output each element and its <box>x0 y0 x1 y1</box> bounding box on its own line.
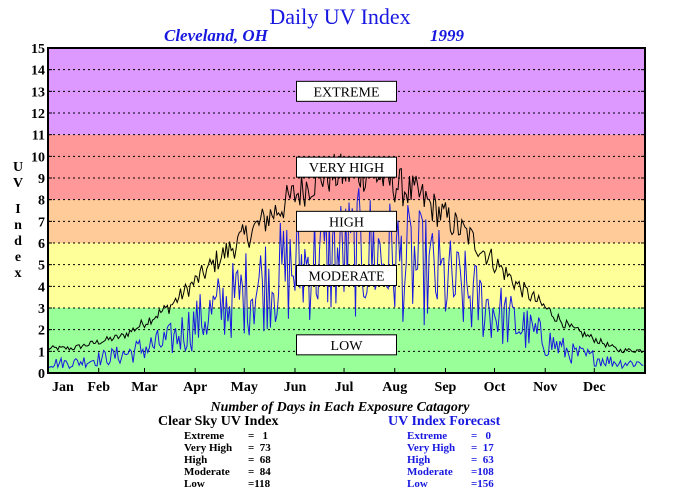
x-tick-label: Oct <box>484 380 506 395</box>
forecast-category: Low <box>407 478 428 490</box>
clear-sky-category: Extreme <box>184 430 225 442</box>
x-tick-label: Mar <box>131 380 157 395</box>
clear-sky-row: Moderate = 84 <box>184 466 296 478</box>
forecast-value: = 63 <box>471 454 494 466</box>
forecast-category: Extreme <box>407 430 448 442</box>
x-tick-label: Nov <box>533 380 557 395</box>
x-tick-label: Feb <box>87 380 110 395</box>
band-label-box <box>296 210 397 232</box>
clear-sky-value: = 1 <box>248 430 269 442</box>
x-tick-label: Sep <box>435 380 457 395</box>
y-tick-label: 12 <box>31 107 45 122</box>
band-label-box <box>296 80 397 102</box>
clear-sky-category: Moderate <box>184 466 230 478</box>
x-tick-label: Aug <box>382 380 407 395</box>
y-axis-label-letter: d <box>14 234 22 249</box>
forecast-value: =156 <box>471 478 494 490</box>
y-axis-label-letter: e <box>14 250 22 265</box>
clear-sky-category: Very High <box>184 442 233 454</box>
band-label: MODERATE <box>308 270 384 285</box>
clear-sky-value: =118 <box>248 478 271 490</box>
band-label: LOW <box>331 339 364 354</box>
band-label: HIGH <box>329 215 364 230</box>
x-tick-label: Jan <box>52 380 74 395</box>
band-label-box <box>296 265 397 286</box>
y-tick-label: 0 <box>38 367 45 382</box>
y-axis-label-letter: n <box>14 218 22 233</box>
y-tick-label: 10 <box>31 150 45 165</box>
forecast-row: Low =156 <box>407 478 519 490</box>
clear-sky-value: = 68 <box>248 454 271 466</box>
chart-title: Daily UV Index <box>269 4 411 29</box>
clear-sky-row: Low =118 <box>184 478 296 490</box>
y-tick-label: 4 <box>38 280 45 295</box>
series-line-clear-sky <box>47 153 644 354</box>
band-label: VERY HIGH <box>309 161 384 176</box>
x-tick-label: Jun <box>284 380 307 395</box>
forecast-value: = 17 <box>471 442 494 454</box>
forecast-row: Extreme = 0 <box>407 430 519 442</box>
forecast-row: Very High = 17 <box>407 442 519 454</box>
clear-sky-row: Very High = 73 <box>184 442 296 454</box>
clear-sky-summary-title: Clear Sky UV Index <box>158 414 279 429</box>
y-tick-label: 15 <box>31 42 45 57</box>
y-axis-label-letter: I <box>15 202 21 217</box>
band-label-box <box>296 334 397 356</box>
clear-sky-value: = 73 <box>248 442 271 454</box>
summary-heading: Number of Days in Each Exposure Catagory <box>210 400 470 415</box>
y-axis-label-letter: V <box>12 176 24 191</box>
plot-frame <box>47 47 646 374</box>
clear-sky-category: High <box>184 454 208 466</box>
chart-subtitle-location: Cleveland, OH <box>164 26 268 45</box>
x-tick-label: Dec <box>583 380 606 395</box>
y-tick-label: 6 <box>38 237 45 252</box>
band-label: EXTREME <box>313 85 379 100</box>
y-tick-label: 5 <box>38 259 45 274</box>
y-tick-label: 8 <box>38 194 45 209</box>
forecast-value: =108 <box>471 466 494 478</box>
band-label-box <box>296 156 397 178</box>
forecast-category: High <box>407 454 431 466</box>
clear-sky-row: Extreme = 1 <box>184 430 296 442</box>
chart-subtitle-year: 1999 <box>430 26 464 45</box>
forecast-row: High = 63 <box>407 454 519 466</box>
x-tick-label: May <box>231 380 258 395</box>
forecast-value: = 0 <box>471 430 492 442</box>
forecast-category: Very High <box>407 442 456 454</box>
x-tick-label: Jul <box>335 380 354 395</box>
forecast-row: Moderate =108 <box>407 466 519 478</box>
y-tick-label: 2 <box>38 324 45 339</box>
y-axis-label-letter: x <box>14 266 22 281</box>
forecast-category: Moderate <box>407 466 453 478</box>
y-axis-label-letter: U <box>12 160 24 175</box>
series-line-forecast <box>47 188 644 370</box>
y-tick-label: 9 <box>38 172 45 187</box>
clear-sky-value: = 84 <box>248 466 271 478</box>
x-tick-label: Apr <box>183 380 207 395</box>
clear-sky-category: Low <box>184 478 205 490</box>
clear-sky-row: High = 68 <box>184 454 296 466</box>
y-tick-label: 11 <box>32 129 45 144</box>
y-tick-label: 1 <box>38 345 45 360</box>
forecast-summary-title: UV Index Forecast <box>388 414 501 429</box>
y-tick-label: 14 <box>31 64 45 79</box>
y-tick-label: 3 <box>38 302 45 317</box>
y-tick-label: 13 <box>31 85 45 100</box>
y-tick-label: 7 <box>38 215 45 230</box>
